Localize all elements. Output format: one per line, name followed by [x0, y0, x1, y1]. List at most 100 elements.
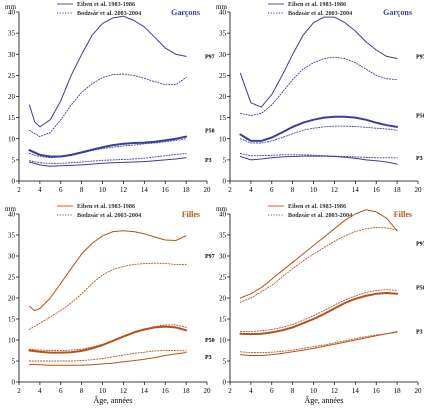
x-tick-label: 16	[162, 387, 170, 395]
y-tick-label: 35	[8, 30, 16, 38]
y-tick-label: 20	[8, 295, 16, 303]
x-tick-label: 8	[80, 387, 84, 395]
x-tick-label: 16	[373, 387, 381, 395]
legend-label: Eiben et al. 1983-1986	[77, 203, 135, 210]
series-line-p3-dotted	[28, 153, 187, 164]
series-line-p3-dotted	[239, 331, 398, 354]
y-tick-label: 15	[8, 316, 16, 324]
x-tick-label: 6	[59, 186, 63, 194]
y-tick-label: 15	[219, 316, 227, 324]
x-tick-label: 14	[141, 387, 149, 395]
percentile-label-p97: P97	[205, 54, 215, 60]
x-tick-label: 4	[38, 387, 42, 395]
percentile-label-p97: P97	[205, 254, 215, 260]
x-tick-label: 2	[228, 186, 232, 194]
series-line-p3-solid	[28, 352, 187, 366]
series-line-p50-solid-thick	[28, 135, 188, 158]
legend-label: Bodzsár et al. 2003-2004	[77, 10, 141, 17]
legend-label: Bodzsár et al. 2003-2004	[288, 10, 352, 17]
y-tick-label: 40	[8, 211, 16, 219]
series-line-p97-dotted	[239, 226, 398, 303]
panel-title: Garçons	[171, 8, 200, 17]
series-line-p97-solid	[28, 230, 187, 312]
y-tick-label: 25	[219, 274, 227, 282]
y-tick-label: 40	[219, 9, 227, 17]
series-line-p50-dotted	[239, 125, 398, 144]
series-line-p3-solid	[239, 155, 398, 165]
x-tick-label: 4	[249, 186, 253, 194]
y-tick-label: 35	[219, 30, 227, 38]
x-tick-label: 20	[415, 186, 423, 194]
percentile-label-p3: P3	[205, 355, 212, 361]
x-tick-label: 2	[17, 387, 21, 395]
y-tick-label: 5	[223, 358, 227, 366]
x-tick-label: 10	[99, 387, 107, 395]
x-tick-label: 6	[59, 387, 63, 395]
y-tick-label: 5	[12, 156, 16, 164]
y-tick-label: 15	[8, 114, 16, 122]
chart-panel-top-left: 0 5 10 15 20 25 30 35 40 2 4 6 8 10 12 14 16 18 20 mm Garçon…	[5, 1, 215, 194]
series-line-p97-solid	[239, 209, 398, 299]
y-tick-label: 10	[219, 135, 227, 143]
y-tick-label: 35	[8, 232, 16, 240]
y-tick-label: 35	[219, 232, 227, 240]
legend-label: Bodzsár et al. 2003-2004	[77, 212, 141, 219]
y-tick-label: 0	[223, 178, 227, 186]
x-axis-label: Âge, années	[304, 395, 343, 405]
x-tick-label: 8	[80, 186, 84, 194]
x-tick-label: 20	[204, 387, 212, 395]
x-tick-label: 10	[310, 387, 318, 395]
x-tick-label: 12	[120, 186, 128, 194]
series-line-p3-solid	[239, 331, 398, 356]
y-tick-label: 20	[219, 295, 227, 303]
series-line-p50-dotted	[28, 324, 187, 351]
y-tick-label: 5	[12, 358, 16, 366]
y-tick-label: 40	[219, 211, 227, 219]
y-tick-label: 5	[223, 156, 227, 164]
x-tick-label: 16	[373, 186, 381, 194]
percentile-label-p97: P97	[416, 54, 424, 60]
x-tick-label: 12	[120, 387, 128, 395]
series-line-p3-dotted	[28, 350, 187, 362]
panel-title: Filles	[394, 210, 412, 219]
legend-label: Eiben et al. 1983-1986	[288, 203, 346, 210]
y-tick-label: 0	[12, 178, 16, 186]
series-line-p50-dotted	[28, 138, 187, 159]
y-tick-label: 10	[8, 337, 16, 345]
x-tick-label: 14	[352, 186, 360, 194]
x-tick-label: 16	[162, 186, 170, 194]
x-tick-label: 12	[331, 387, 339, 395]
series-line-p97-dotted	[28, 73, 187, 138]
y-tick-label: 30	[8, 51, 16, 59]
y-tick-label: 10	[8, 135, 16, 143]
legend-label: Eiben et al. 1983-1986	[77, 1, 135, 8]
x-tick-label: 2	[228, 387, 232, 395]
x-tick-label: 8	[291, 387, 295, 395]
x-tick-label: 18	[394, 387, 402, 395]
y-tick-label: 30	[8, 253, 16, 261]
chart-panel-bottom-left: 0 5 10 15 20 25 30 35 40 2 4 6 8 10 12 14 16 18 20 mm Âge, a…	[5, 203, 215, 405]
percentile-label-p3: P3	[416, 330, 423, 336]
series-line-p97-solid	[239, 16, 398, 108]
y-tick-label: 25	[219, 72, 227, 80]
y-tick-label: 25	[8, 72, 16, 80]
y-axis-label: mm	[216, 3, 227, 11]
legend-label: Bodzsár et al. 2003-2004	[288, 212, 352, 219]
y-tick-label: 25	[8, 274, 16, 282]
legend-label: Eiben et al. 1983-1986	[288, 1, 346, 8]
x-tick-label: 10	[310, 186, 318, 194]
y-tick-label: 0	[223, 379, 227, 387]
series-line-p50-solid-thick	[239, 115, 399, 142]
y-tick-label: 20	[8, 93, 16, 101]
x-tick-label: 14	[141, 186, 149, 194]
x-tick-label: 6	[270, 387, 274, 395]
y-tick-label: 20	[219, 93, 227, 101]
percentile-label-p50: P50	[205, 128, 215, 134]
panel-title: Garçons	[383, 8, 412, 17]
percentile-label-p50: P50	[416, 114, 424, 120]
y-axis-label: mm	[5, 205, 16, 213]
y-axis-label: mm	[216, 205, 227, 213]
chart-panel-bottom-right: 0 5 10 15 20 25 30 35 40 2 4 6 8 10 12 14 16 18 20 mm Âge, a…	[216, 203, 424, 405]
x-tick-label: 18	[183, 387, 191, 395]
